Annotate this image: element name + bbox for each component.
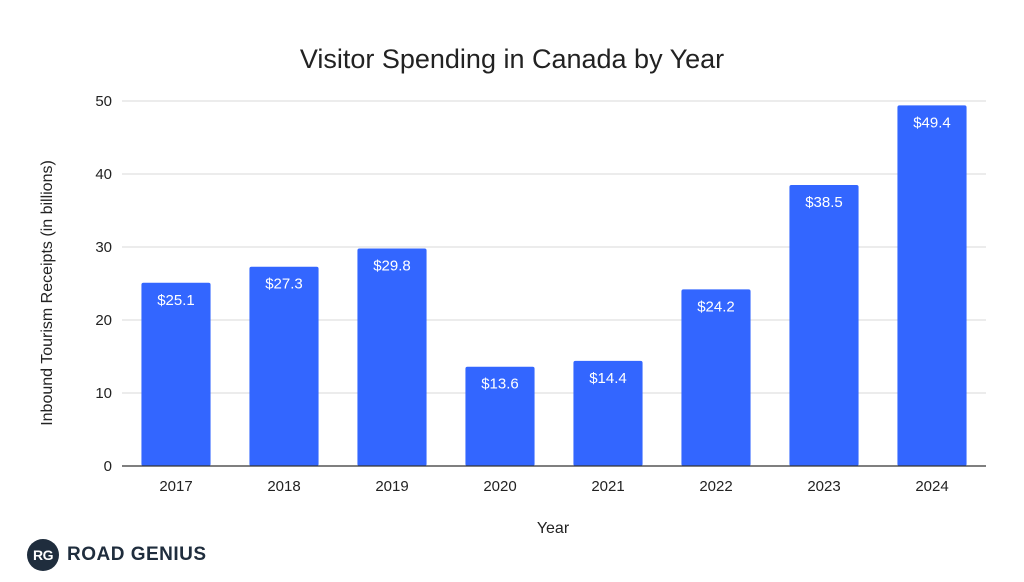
x-tick-label: 2023 — [807, 478, 840, 495]
data-label-2019: $29.8 — [373, 257, 411, 274]
data-label-2017: $25.1 — [157, 292, 195, 309]
bar-2019 — [357, 248, 427, 466]
y-tick-label: 50 — [95, 93, 112, 110]
bar-2020 — [465, 366, 535, 466]
data-label-2021: $14.4 — [589, 370, 627, 387]
data-label-2024: $49.4 — [913, 114, 951, 131]
data-label-2020: $13.6 — [481, 376, 519, 393]
bar-2022 — [681, 289, 751, 466]
y-tick-label: 40 — [95, 166, 112, 183]
bar-2021 — [573, 360, 643, 466]
y-tick-labels: 0 10 20 30 40 50 — [95, 93, 112, 475]
y-tick-label: 10 — [95, 385, 112, 402]
y-axis-label: Inbound Tourism Receipts (in billions) — [39, 160, 56, 426]
data-label-2018: $27.3 — [265, 276, 303, 293]
data-label-2022: $24.2 — [697, 298, 735, 315]
bar-2024 — [897, 105, 967, 466]
x-tick-label: 2018 — [267, 478, 300, 495]
logo-badge: RG — [27, 539, 59, 571]
chart-title: Visitor Spending in Canada by Year — [300, 44, 724, 74]
data-labels: $25.1 $27.3 $29.8 $13.6 $14.4 $24.2 $38.5 $49.4 — [157, 114, 951, 392]
x-tick-label: 2019 — [375, 478, 408, 495]
logo-text: ROAD GENIUS — [67, 544, 207, 565]
x-tick-label: 2024 — [915, 478, 948, 495]
x-tick-label: 2022 — [699, 478, 732, 495]
y-tick-label: 20 — [95, 312, 112, 329]
data-label-2023: $38.5 — [805, 194, 843, 211]
y-tick-label: 0 — [104, 458, 112, 475]
x-tick-label: 2017 — [159, 478, 192, 495]
x-axis-label: Year — [537, 520, 570, 537]
y-tick-label: 30 — [95, 239, 112, 256]
x-tick-labels: 2017 2018 2019 2020 2021 2022 2023 2024 — [159, 478, 948, 495]
bars — [141, 105, 967, 466]
x-tick-label: 2021 — [591, 478, 624, 495]
road-genius-logo: RG ROAD GENIUS — [27, 538, 207, 572]
bar-2023 — [789, 184, 859, 466]
bar-2017 — [141, 282, 211, 466]
bar-2018 — [249, 266, 319, 466]
x-tick-label: 2020 — [483, 478, 516, 495]
